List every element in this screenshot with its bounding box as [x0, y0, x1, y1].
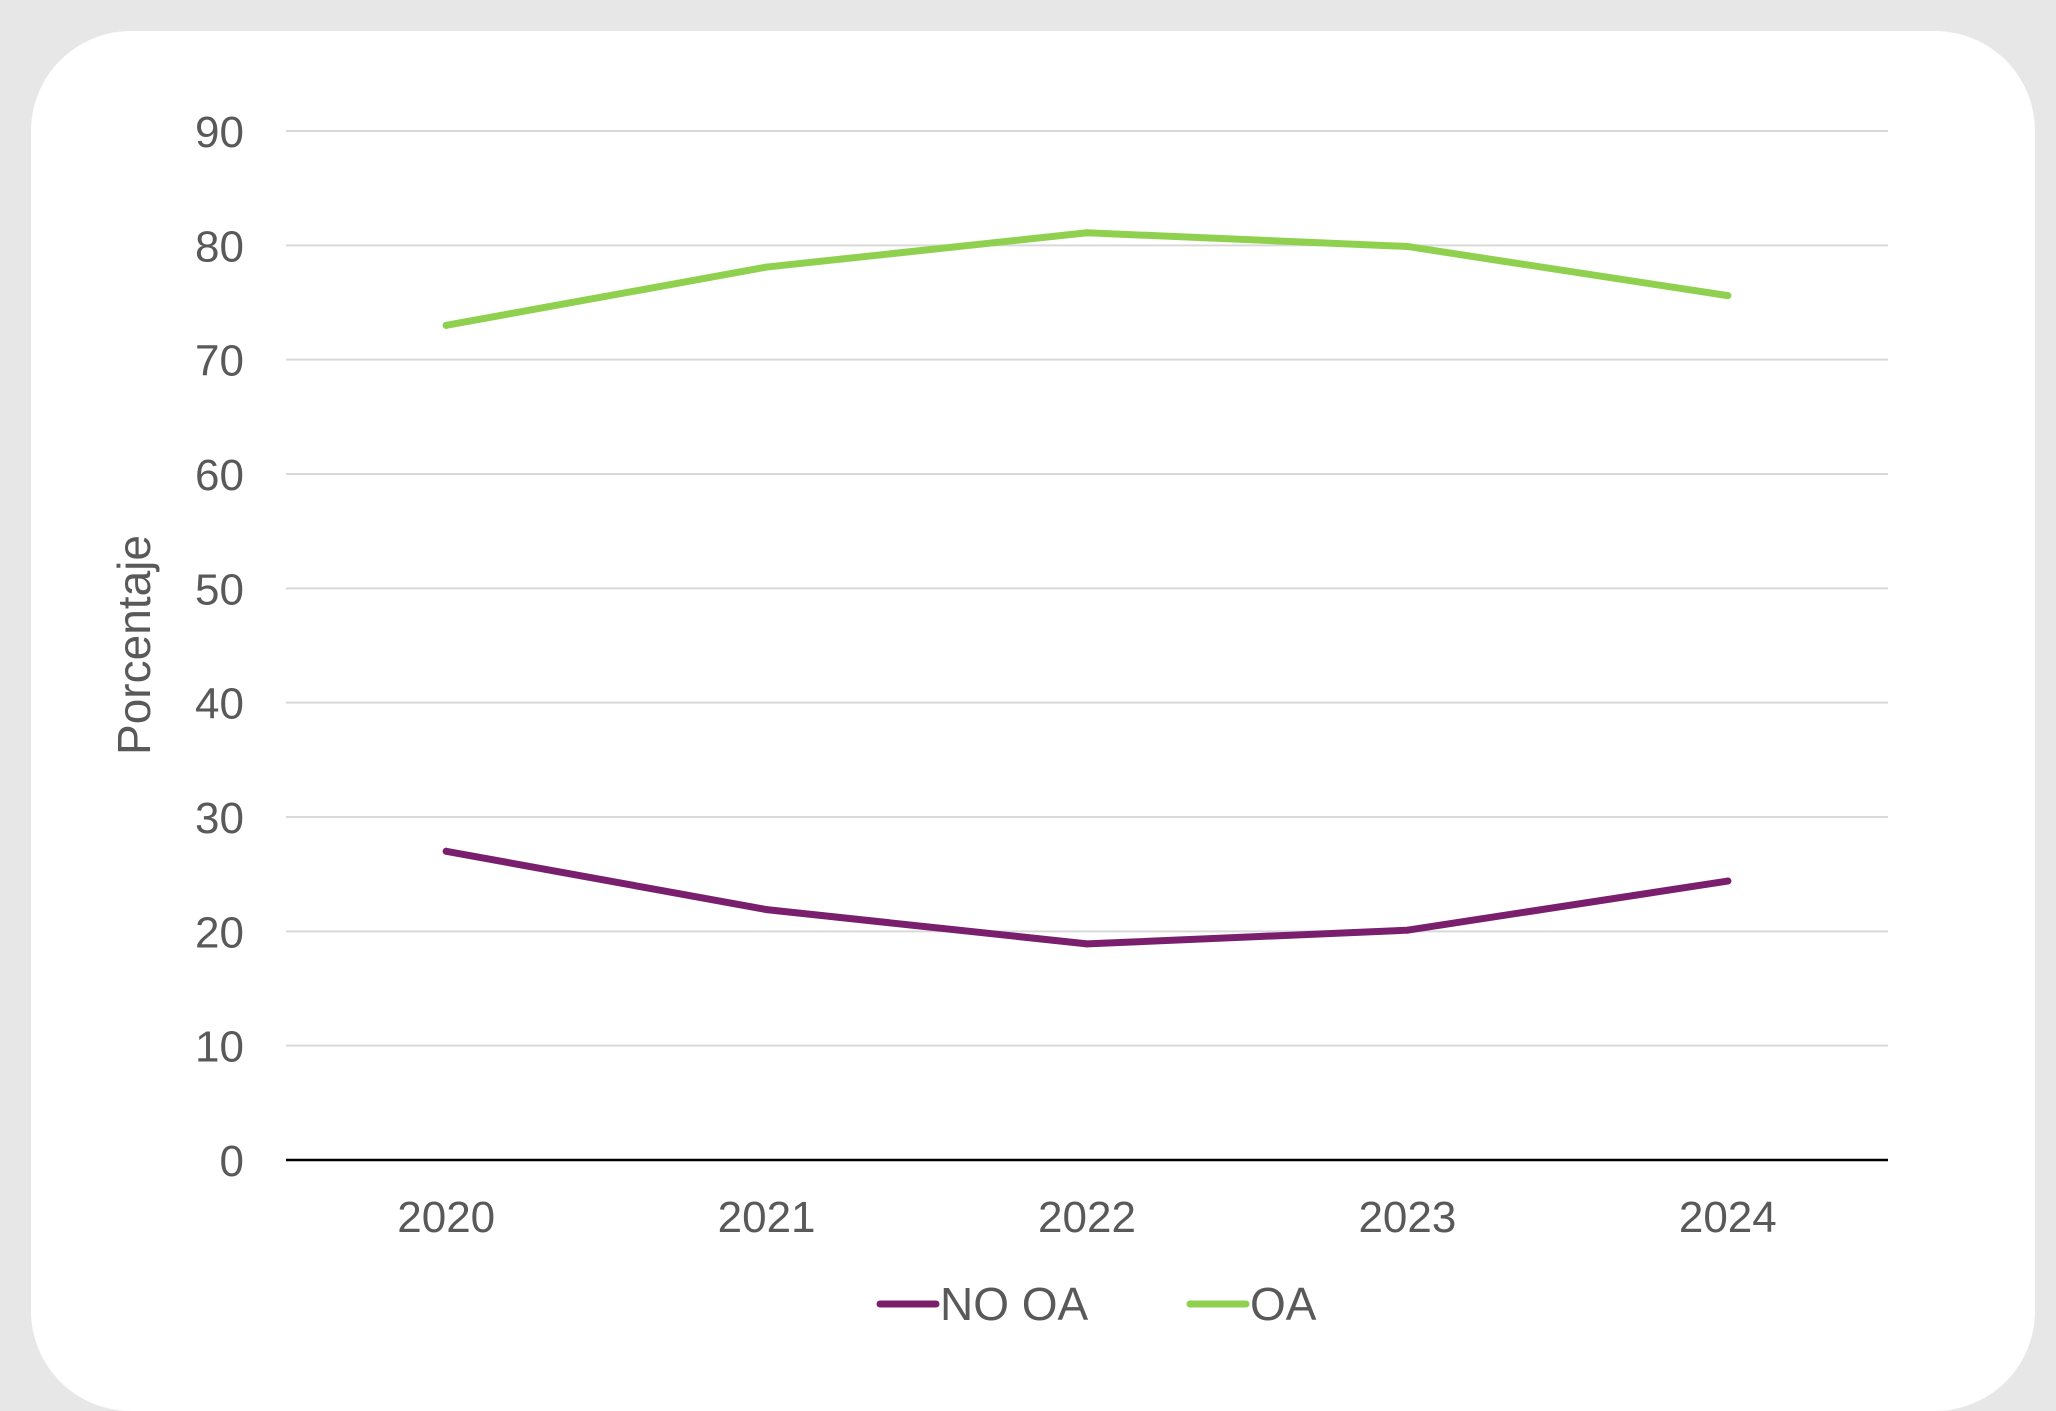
y-tick-label: 10 — [195, 1023, 244, 1072]
data-point — [1403, 926, 1411, 934]
series-lines — [442, 229, 1732, 948]
line-chart: 0 10 20 30 40 50 60 70 80 90 2020 2021 2022 2023 2024… — [108, 108, 1888, 1330]
data-point — [1724, 292, 1732, 300]
y-axis-title: Porcentaje — [108, 535, 160, 755]
series-line-oa — [442, 229, 1732, 329]
y-tick-label: 70 — [195, 337, 244, 386]
x-axis-ticks: 2020 2021 2022 2023 2024 — [397, 1193, 1776, 1242]
y-tick-label: 40 — [195, 680, 244, 729]
y-tick-label: 20 — [195, 908, 244, 957]
y-tick-label: 30 — [195, 794, 244, 843]
data-point — [763, 906, 771, 914]
y-axis-ticks: 0 10 20 30 40 50 60 70 80 90 — [195, 108, 244, 1186]
legend-label: NO OA — [940, 1278, 1089, 1330]
gridlines — [286, 130, 1888, 1047]
x-tick-label: 2020 — [397, 1193, 495, 1242]
x-tick-label: 2023 — [1358, 1193, 1456, 1242]
x-tick-label: 2021 — [718, 1193, 816, 1242]
data-point — [1083, 229, 1091, 237]
chart-card — [31, 31, 2035, 1411]
data-point — [763, 263, 771, 271]
y-tick-label: 90 — [195, 108, 244, 157]
x-tick-label: 2022 — [1038, 1193, 1136, 1242]
series-line-no-oa — [442, 847, 1732, 948]
data-point — [442, 321, 450, 329]
data-point — [1083, 940, 1091, 948]
y-tick-label: 60 — [195, 451, 244, 500]
data-point — [442, 847, 450, 855]
legend: NO OA OA — [876, 1278, 1317, 1330]
x-tick-label: 2024 — [1679, 1193, 1777, 1242]
y-tick-label: 80 — [195, 222, 244, 271]
legend-label: OA — [1250, 1278, 1317, 1330]
data-point — [1724, 877, 1732, 885]
y-tick-label: 0 — [220, 1137, 244, 1186]
y-tick-label: 50 — [195, 565, 244, 614]
data-point — [1403, 242, 1411, 250]
